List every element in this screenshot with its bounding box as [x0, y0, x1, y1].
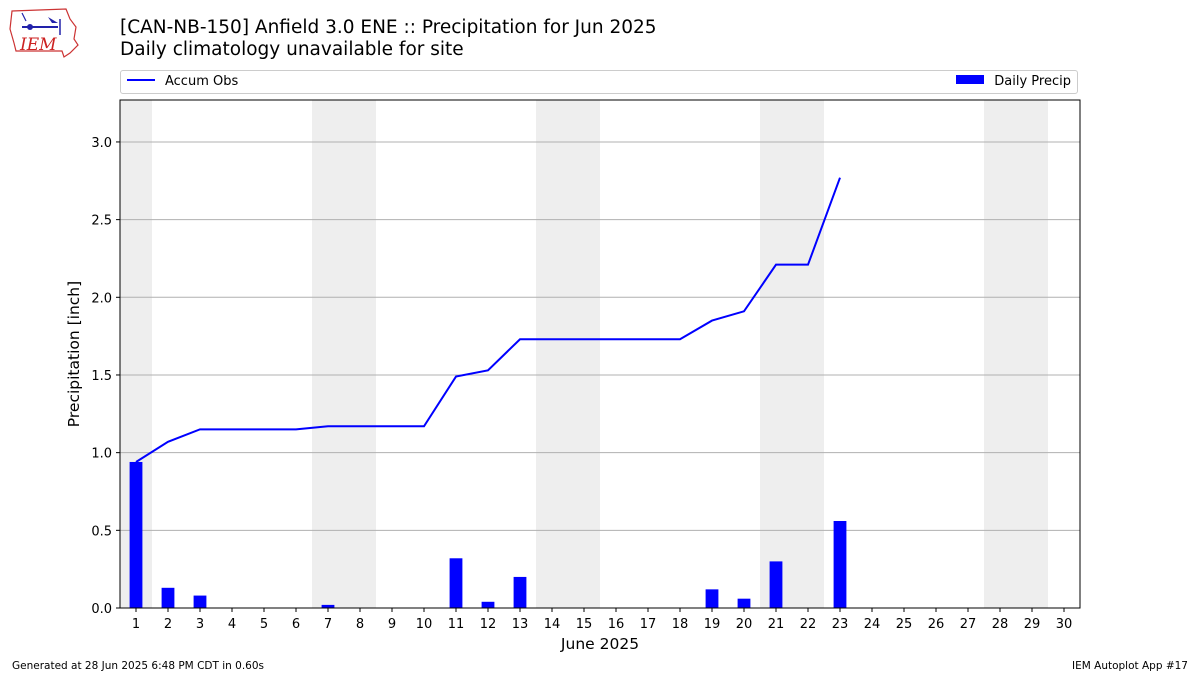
x-tick-label: 11 — [448, 617, 465, 632]
legend-item-accum-obs: Accum Obs — [127, 74, 238, 89]
x-tick-label: 25 — [896, 617, 913, 632]
precip-bar — [321, 604, 335, 608]
accum-obs-line — [135, 177, 841, 463]
precip-bar — [193, 595, 207, 608]
weekend-shade — [1016, 100, 1048, 608]
x-tick-label: 5 — [260, 617, 268, 632]
x-tick-label: 30 — [1056, 617, 1073, 632]
weekend-shade — [344, 100, 376, 608]
x-tick-label: 4 — [228, 617, 236, 632]
y-tick-label: 1.5 — [91, 369, 112, 384]
weekend-shade — [568, 100, 600, 608]
precip-bar — [833, 521, 847, 608]
x-tick-label: 27 — [960, 617, 977, 632]
legend: Accum Obs Daily Precip — [120, 70, 1078, 94]
y-tick-label: 2.5 — [91, 214, 112, 229]
x-tick-label: 23 — [832, 617, 849, 632]
x-tick-label: 16 — [608, 617, 625, 632]
y-tick-label: 2.0 — [91, 291, 112, 306]
precip-bar — [481, 601, 495, 608]
y-tick-label: 0.0 — [91, 602, 112, 617]
x-tick-label: 26 — [928, 617, 945, 632]
weekend-shade — [312, 100, 344, 608]
logo-text: IEM — [19, 35, 57, 55]
x-axis-label: June 2025 — [560, 635, 639, 653]
y-tick-label: 3.0 — [91, 136, 112, 151]
x-tick-label: 7 — [324, 617, 332, 632]
x-tick-label: 13 — [512, 617, 529, 632]
legend-line-swatch — [127, 78, 155, 81]
y-axis-label: Precipitation [inch] — [65, 281, 83, 427]
x-tick-label: 9 — [388, 617, 396, 632]
precip-bar — [705, 589, 719, 608]
precip-bar — [737, 598, 751, 608]
x-tick-label: 12 — [480, 617, 497, 632]
precip-bar — [161, 587, 175, 608]
y-tick-label: 0.5 — [91, 524, 112, 539]
chart-title: [CAN-NB-150] Anfield 3.0 ENE :: Precipit… — [120, 17, 657, 38]
x-tick-label: 14 — [544, 617, 561, 632]
weekend-shade — [760, 100, 792, 608]
x-tick-label: 17 — [640, 617, 657, 632]
y-tick-label: 1.0 — [91, 447, 112, 462]
chart-subtitle: Daily climatology unavailable for site — [120, 39, 464, 60]
legend-label-daily-precip: Daily Precip — [994, 74, 1071, 89]
x-tick-label: 6 — [292, 617, 300, 632]
precip-bar — [449, 558, 463, 608]
legend-bar-swatch — [956, 75, 985, 84]
precip-bar — [129, 461, 143, 608]
precip-bar — [769, 561, 783, 608]
x-tick-label: 22 — [800, 617, 817, 632]
weekend-shade — [536, 100, 568, 608]
x-tick-label: 10 — [416, 617, 433, 632]
x-tick-label: 18 — [672, 617, 689, 632]
footer-app: IEM Autoplot App #17 — [1072, 660, 1188, 672]
weekend-shade — [792, 100, 824, 608]
x-tick-label: 21 — [768, 617, 785, 632]
x-tick-label: 28 — [992, 617, 1009, 632]
iem-logo: IEM — [9, 8, 79, 58]
x-tick-label: 3 — [196, 617, 204, 632]
x-tick-label: 29 — [1024, 617, 1041, 632]
x-tick-label: 15 — [576, 617, 593, 632]
plot-area — [120, 100, 1080, 608]
legend-item-daily-precip: Daily Precip — [956, 74, 1071, 89]
x-tick-label: 1 — [132, 617, 140, 632]
weekend-shade — [984, 100, 1016, 608]
x-tick-label: 8 — [356, 617, 364, 632]
x-tick-label: 19 — [704, 617, 721, 632]
x-tick-label: 2 — [164, 617, 172, 632]
x-tick-label: 24 — [864, 617, 881, 632]
precip-bar — [513, 576, 527, 608]
footer-generated: Generated at 28 Jun 2025 6:48 PM CDT in … — [12, 660, 265, 672]
plot-frame — [119, 99, 1081, 609]
legend-label-accum-obs: Accum Obs — [165, 74, 239, 89]
x-tick-label: 20 — [736, 617, 753, 632]
